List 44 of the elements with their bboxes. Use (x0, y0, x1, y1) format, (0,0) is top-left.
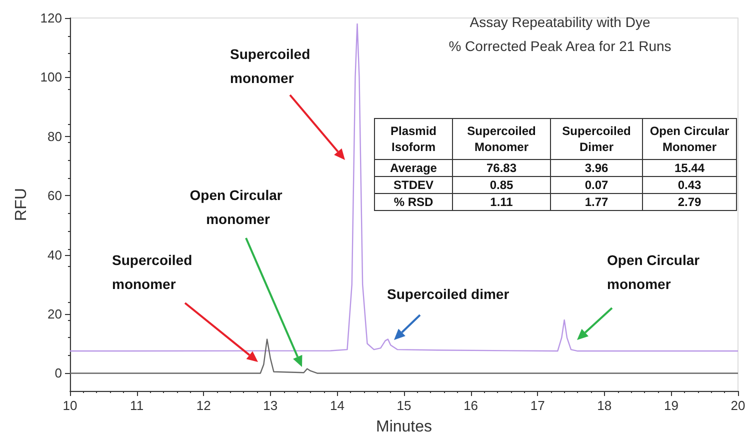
chart-title: Assay Repeatability with Dye (470, 14, 650, 30)
annotation: Open Circular Monomer (642, 118, 736, 160)
annotation: 76.83 (452, 160, 550, 176)
x-tick-label: 10 (62, 398, 78, 413)
y-tick-label: 120 (40, 10, 62, 26)
y-tick-label: 100 (40, 70, 62, 85)
y-tick-label: 0 (54, 366, 62, 381)
y-axis-title: RFU (12, 188, 30, 221)
annotation: 0.07 (550, 176, 642, 194)
annotation: 15.44 (642, 160, 736, 176)
annotation: Average (374, 160, 452, 176)
annotation: Supercoiled dimer (387, 286, 510, 302)
annotation: Open Circular monomer (607, 252, 704, 292)
x-tick-label: 12 (196, 398, 211, 413)
x-tick-label: 17 (530, 398, 545, 413)
text: % Corrected Peak Area for 21 Runs (448, 38, 672, 54)
annotation: 0.43 (642, 176, 736, 194)
y-tick-label: 40 (48, 247, 62, 262)
annotation: STDEV (374, 176, 452, 194)
x-tick-label: 16 (464, 398, 478, 413)
x-tick-label: 11 (130, 398, 144, 413)
annotation: Supercoiled monomer (112, 252, 196, 292)
line-series (69, 338, 739, 374)
annotation: Supercoiled Monomer (452, 118, 550, 160)
annotation: Plasmid Isoform (374, 118, 452, 160)
x-tick-label: 20 (730, 398, 746, 413)
annotation: Supercoiled monomer (230, 46, 314, 86)
x-tick-label: 14 (330, 398, 344, 413)
annotation: 0.85 (452, 176, 550, 194)
y-tick-label: 60 (48, 188, 62, 204)
y-tick-label: 80 (48, 128, 62, 144)
annotation: Open Circular monomer (190, 187, 286, 227)
y-tick-label: 20 (48, 306, 62, 322)
annotation: Supercoiled Dimer (550, 118, 642, 160)
x-tick-label: 19 (664, 398, 678, 413)
annotation: 2.79 (642, 194, 736, 210)
annotation: 3.96 (550, 160, 642, 176)
x-tick-label: 13 (263, 398, 278, 413)
annotation: 1.77 (550, 194, 642, 210)
x-axis-title: Minutes (376, 418, 432, 436)
x-tick-label: 18 (597, 398, 612, 413)
x-tick-label: 15 (396, 398, 412, 413)
annotation: 1.11 (452, 194, 550, 210)
annotation: % RSD (374, 194, 452, 210)
